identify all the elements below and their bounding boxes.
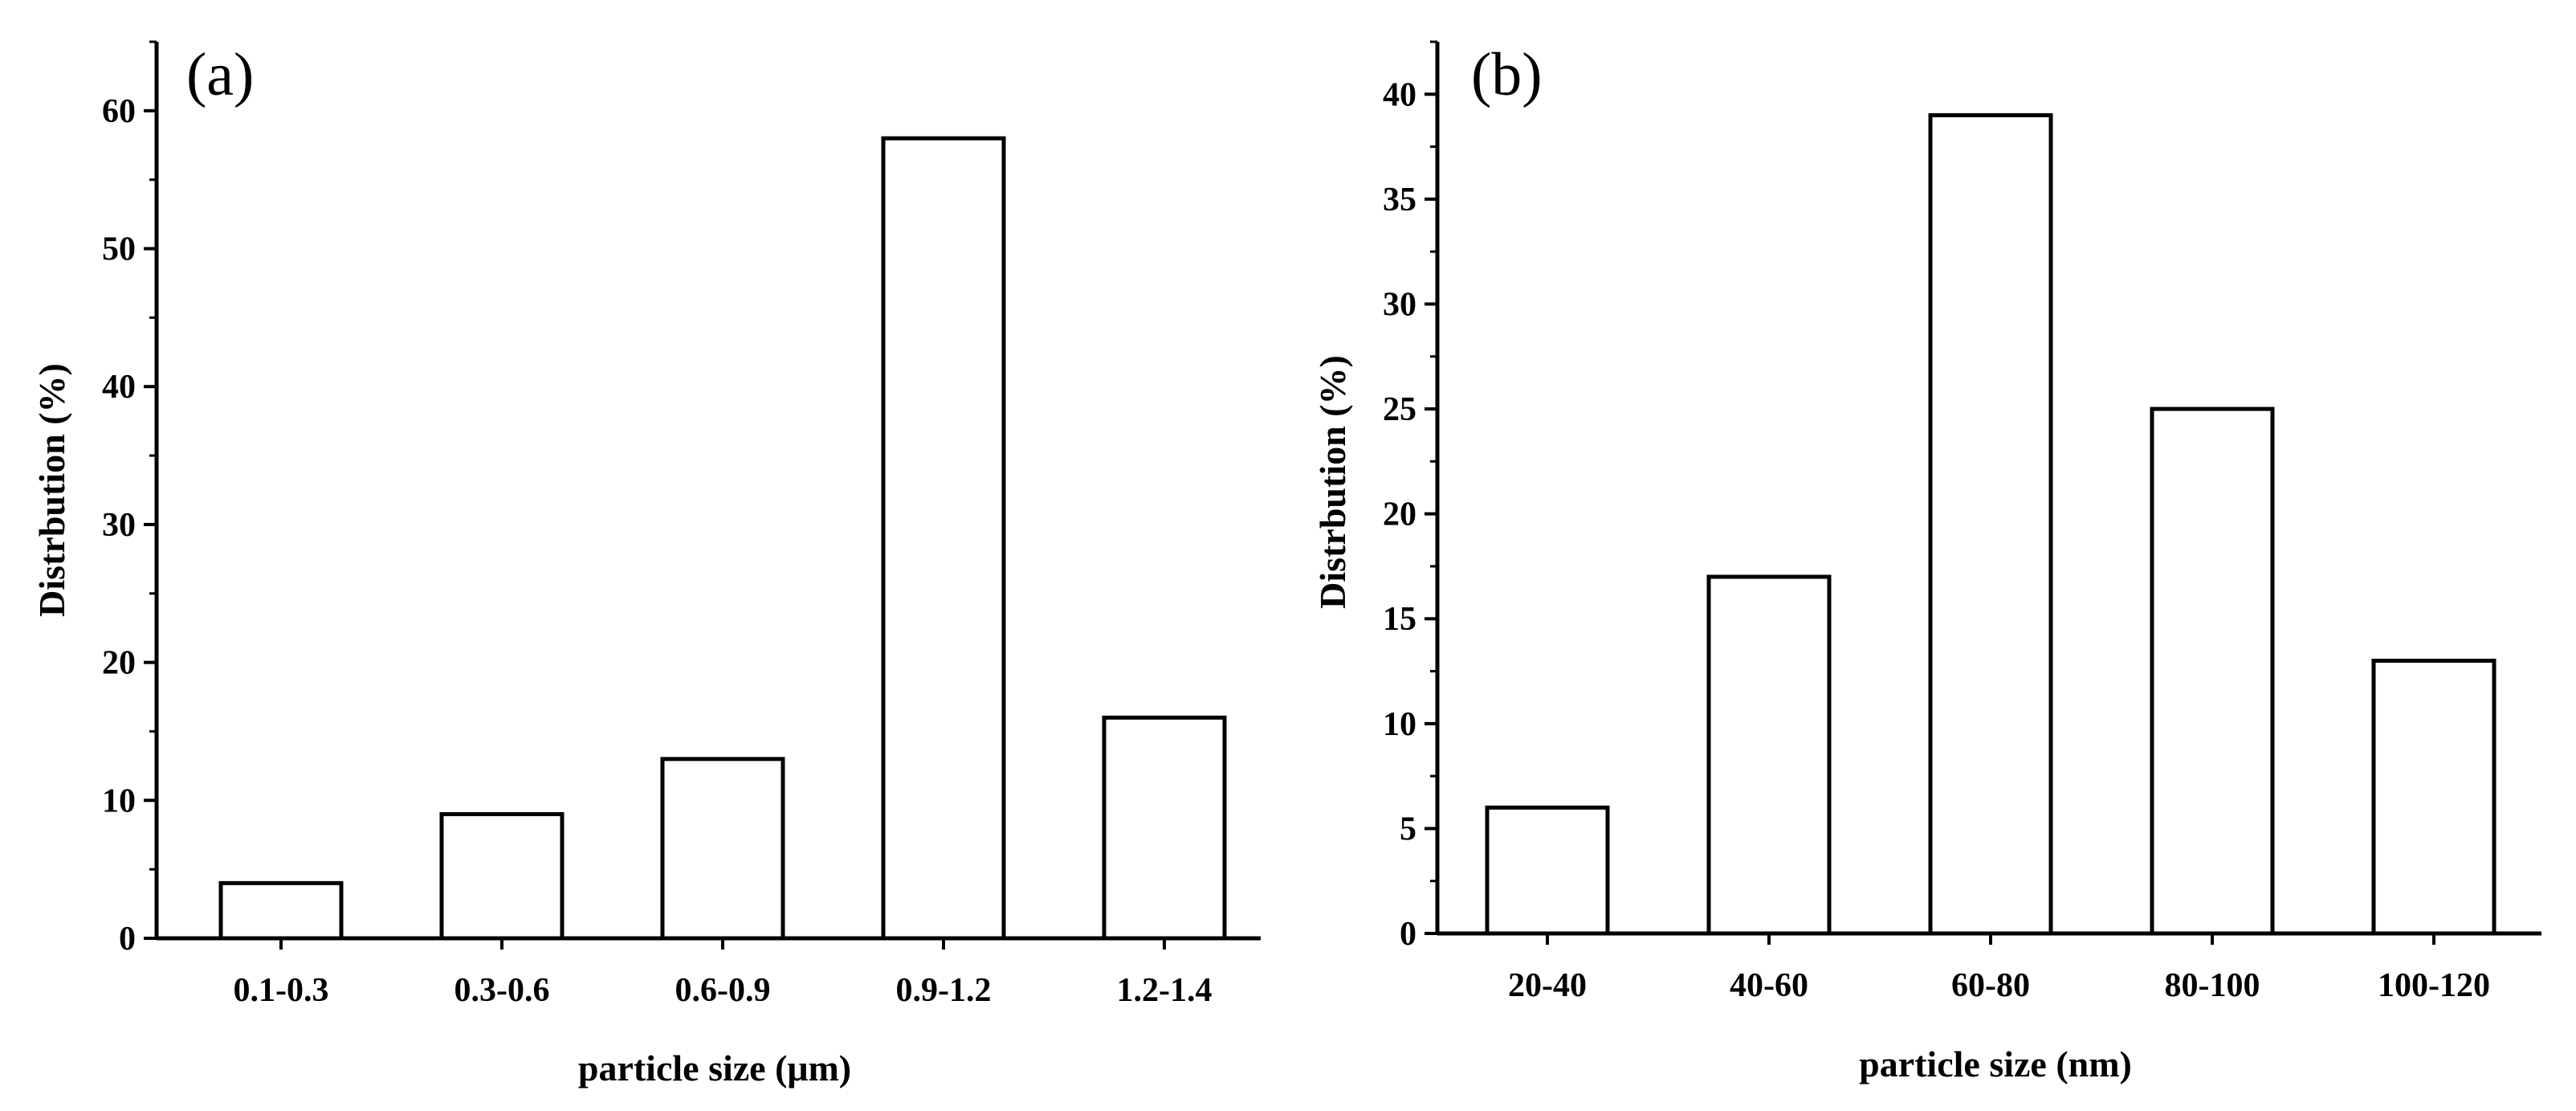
y-tick-label: 60 xyxy=(102,93,136,130)
y-tick-label: 5 xyxy=(1400,811,1416,848)
y-tick-label: 25 xyxy=(1383,391,1416,428)
y-tick-label: 40 xyxy=(1383,76,1416,113)
y-tick-label: 10 xyxy=(1383,706,1416,743)
x-tick-labels-b: 20-40 40-60 60-80 80-100 100-120 xyxy=(1508,933,2490,1004)
x-tick-labels-a: 0.1-0.3 0.3-0.6 0.6-0.9 0.9-1.2 1.2-1.4 xyxy=(234,938,1213,1009)
x-tick-label: 100-120 xyxy=(2378,967,2490,1004)
bars-a xyxy=(218,136,1227,941)
bar-1.2-1.4 xyxy=(1102,715,1227,941)
x-tick-label: 40-60 xyxy=(1730,967,1808,1004)
panel-label-a: (a) xyxy=(186,41,254,108)
bar-80-100 xyxy=(2150,406,2275,936)
bars-b xyxy=(1485,112,2497,936)
bar-0.9-1.2 xyxy=(881,136,1006,941)
x-tick-label: 20-40 xyxy=(1508,967,1587,1004)
y-tick-label: 30 xyxy=(1383,286,1416,323)
y-tick-label: 10 xyxy=(102,782,136,819)
chart-panel-b: (b) 0 5 10 15 20 25 30 35 40 20-40 40-60 60-80 80-1… xyxy=(1312,40,2541,1084)
y-axis-title-b: Distrbution (%) xyxy=(1312,355,1353,609)
x-tick-label: 60-80 xyxy=(1951,967,2030,1004)
bar-40-60 xyxy=(1706,574,1832,936)
y-ticks-a: 0 10 20 30 40 50 60 xyxy=(102,40,157,958)
bar-0.6-0.9 xyxy=(660,757,785,941)
x-tick-label: 1.2-1.4 xyxy=(1117,972,1213,1009)
y-axis-title-a: Distrbution (%) xyxy=(31,363,72,617)
x-tick-label: 0.3-0.6 xyxy=(454,972,550,1009)
y-tick-label: 20 xyxy=(1383,496,1416,533)
bar-0.1-0.3 xyxy=(218,880,344,941)
panel-label-b: (b) xyxy=(1471,41,1543,108)
x-tick-label: 80-100 xyxy=(2165,967,2260,1004)
x-axis-title-b: particle size (nm) xyxy=(1859,1044,2132,1084)
y-tick-label: 15 xyxy=(1383,601,1416,638)
y-tick-label: 0 xyxy=(119,921,136,958)
y-tick-label: 30 xyxy=(102,507,136,544)
bar-100-120 xyxy=(2371,658,2497,936)
y-tick-label: 40 xyxy=(102,369,136,406)
x-tick-label: 0.6-0.9 xyxy=(675,972,771,1009)
y-tick-label: 20 xyxy=(102,645,136,682)
bar-0.3-0.6 xyxy=(439,811,565,941)
bar-20-40 xyxy=(1485,805,1610,936)
y-ticks-b: 0 5 10 15 20 25 30 35 40 xyxy=(1383,40,1437,953)
x-axis-title-a: particle size (μm) xyxy=(578,1048,851,1089)
x-tick-label: 0.1-0.3 xyxy=(234,972,329,1009)
bar-60-80 xyxy=(1928,112,2053,936)
x-tick-label: 0.9-1.2 xyxy=(896,972,992,1009)
y-tick-label: 0 xyxy=(1400,916,1416,953)
y-tick-label: 35 xyxy=(1383,182,1416,219)
y-tick-label: 50 xyxy=(102,231,136,268)
